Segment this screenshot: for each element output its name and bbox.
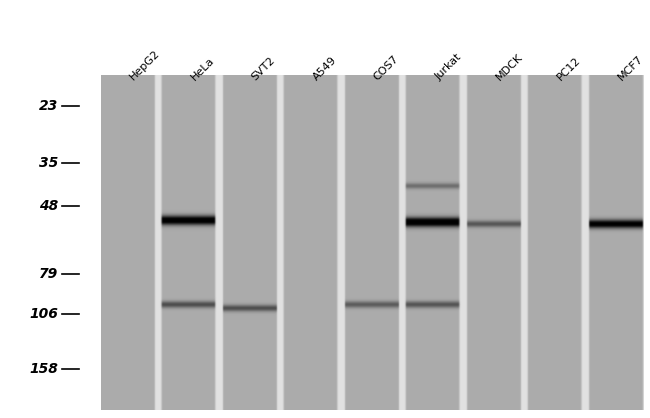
Text: 23: 23 [39,99,58,113]
Text: 35: 35 [39,156,58,170]
Text: 79: 79 [39,267,58,281]
Text: PC12: PC12 [555,55,582,82]
Text: MDCK: MDCK [494,52,525,82]
Text: HepG2: HepG2 [128,48,162,82]
Text: 106: 106 [29,307,58,321]
Text: MCF7: MCF7 [616,54,645,82]
Text: Jurkat: Jurkat [433,52,463,82]
Text: HeLa: HeLa [189,55,216,82]
Text: A549: A549 [311,55,339,82]
Text: COS7: COS7 [372,54,401,82]
Text: SVT2: SVT2 [250,55,278,82]
Text: 48: 48 [39,199,58,213]
Text: 158: 158 [29,362,58,376]
